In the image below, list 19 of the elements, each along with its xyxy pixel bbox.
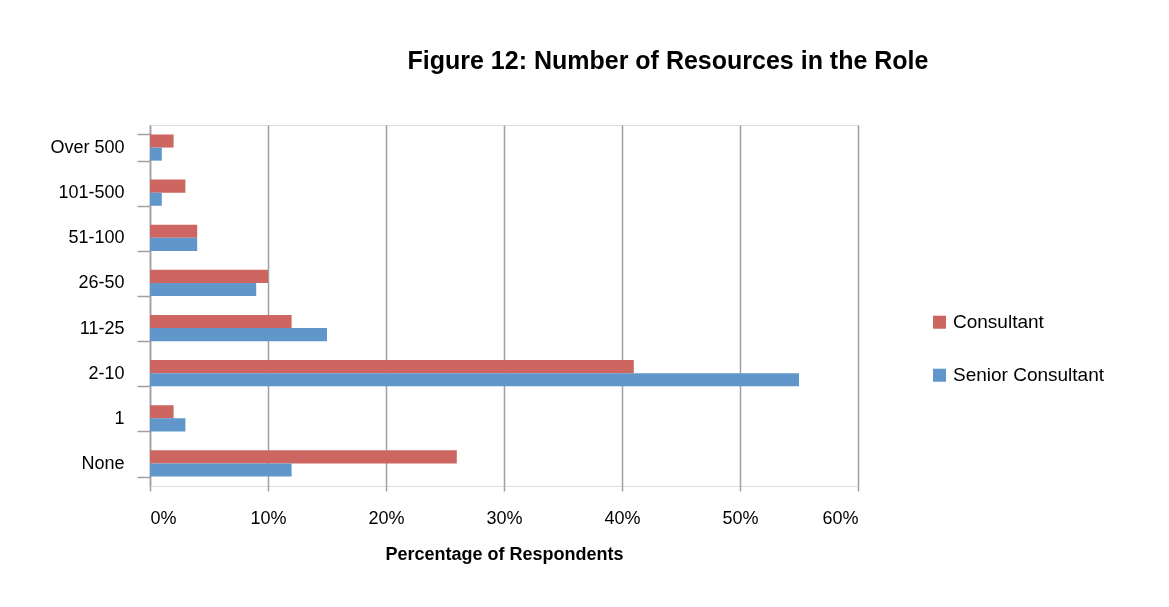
legend-label: Senior Consultant [953, 364, 1105, 386]
chart-title: Figure 12: Number of Resources in the Role [407, 46, 929, 74]
legend-label: Consultant [953, 311, 1045, 333]
x-tick-label: 50% [722, 507, 759, 528]
y-tick-label: 51-100 [68, 227, 125, 248]
x-tick-label: 60% [822, 507, 859, 528]
y-tick-label: Over 500 [50, 137, 125, 158]
y-tick-label: 26-50 [78, 272, 125, 293]
y-tick-label: 1 [114, 407, 125, 428]
y-tick-label: 101-500 [58, 182, 125, 203]
x-tick-label: 40% [604, 507, 641, 528]
x-tick-label: 10% [250, 507, 287, 528]
x-tick-label: 0% [150, 507, 177, 528]
y-tick-label: None [81, 452, 125, 473]
y-tick-label: 11-25 [79, 317, 125, 338]
y-tick-label: 2-10 [88, 362, 125, 383]
x-axis-title: Percentage of Respondents [385, 543, 624, 564]
x-tick-label: 30% [486, 507, 523, 528]
x-tick-label: 20% [368, 507, 405, 528]
